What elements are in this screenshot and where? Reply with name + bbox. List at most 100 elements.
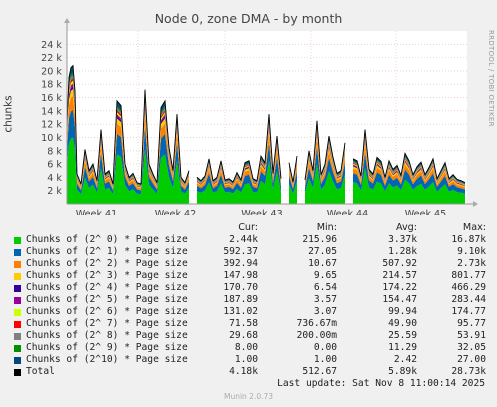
legend-value-min: 200.00m bbox=[296, 330, 337, 341]
legend-value-max: 53.91 bbox=[457, 330, 486, 341]
legend-value-cur: 170.70 bbox=[223, 282, 258, 293]
series-area-path bbox=[67, 137, 189, 204]
series-area bbox=[67, 109, 465, 195]
series-area-path bbox=[67, 96, 189, 191]
y-tick-label: 22 k bbox=[41, 53, 62, 64]
legend-value-min: 3.57 bbox=[313, 294, 337, 305]
legend-series-name: Chunks of (2^10) * Page size bbox=[26, 354, 188, 365]
series-area-path bbox=[305, 131, 345, 184]
legend-swatch bbox=[14, 357, 21, 364]
legend-swatch bbox=[14, 345, 21, 352]
y-tick-label: 2 k bbox=[47, 186, 62, 197]
legend-series-name: Total bbox=[26, 366, 55, 377]
legend-value-avg: 99.94 bbox=[388, 306, 417, 317]
x-tick-label: Week 44 bbox=[327, 209, 369, 215]
legend-swatch bbox=[14, 369, 21, 376]
legend-swatch bbox=[14, 273, 21, 280]
series-area-path bbox=[305, 139, 345, 188]
legend-value-cur: 1.00 bbox=[234, 354, 258, 365]
legend-swatch bbox=[14, 285, 21, 292]
series-area-path bbox=[305, 135, 345, 186]
legend-value-cur: 147.98 bbox=[223, 270, 258, 281]
legend-series-name: Chunks of (2^ 3) * Page size bbox=[26, 270, 188, 281]
series-area-path bbox=[197, 133, 281, 190]
y-axis-arrow bbox=[64, 18, 70, 23]
legend-series-name: Chunks of (2^ 4) * Page size bbox=[26, 282, 188, 293]
legend-value-max: 466.29 bbox=[451, 282, 486, 293]
legend-value-max: 32.05 bbox=[457, 342, 486, 353]
legend-value-max: 28.73k bbox=[451, 366, 486, 377]
header-avg: Avg: bbox=[395, 222, 417, 233]
legend-value-min: 215.96 bbox=[302, 234, 337, 245]
y-tick-label: 20 k bbox=[41, 66, 62, 77]
y-tick-label: 10 k bbox=[41, 133, 62, 144]
y-tick-label: 12 k bbox=[41, 120, 62, 131]
y-tick-label: 18 k bbox=[41, 80, 62, 91]
legend-value-cur: 592.37 bbox=[223, 246, 258, 257]
legend-swatch bbox=[14, 237, 21, 244]
legend-series-name: Chunks of (2^ 1) * Page size bbox=[26, 246, 188, 257]
series-area-path bbox=[197, 160, 281, 204]
legend-value-min: 6.54 bbox=[313, 282, 337, 293]
legend-value-cur: 4.18k bbox=[229, 366, 258, 377]
header-max: Max: bbox=[462, 222, 486, 233]
legend-value-min: 3.07 bbox=[313, 306, 337, 317]
legend-value-min: 736.67m bbox=[296, 318, 337, 329]
series-area-path bbox=[353, 153, 465, 194]
header-min: Min: bbox=[316, 222, 337, 233]
legend-series-name: Chunks of (2^ 0) * Page size bbox=[26, 234, 188, 245]
legend-value-avg: 214.57 bbox=[382, 270, 417, 281]
series-area-path bbox=[305, 128, 345, 183]
legend-value-avg: 2.42 bbox=[393, 354, 417, 365]
legend-swatch bbox=[14, 261, 21, 268]
x-tick-label: Week 43 bbox=[241, 209, 283, 215]
x-tick-label: Week 41 bbox=[76, 209, 118, 215]
series-area-path bbox=[305, 164, 345, 204]
series-area-path bbox=[305, 126, 345, 183]
plot-area: 2 k 4 k 6 k 8 k 10 k 12 k 14 k 16 k 18 k 20 k 22 k… bbox=[41, 18, 478, 215]
legend-swatch bbox=[14, 321, 21, 328]
legend-value-cur: 392.94 bbox=[223, 258, 258, 269]
series-area-path bbox=[353, 168, 465, 204]
series-area-path bbox=[305, 130, 345, 184]
legend-value-max: 27.00 bbox=[457, 354, 486, 365]
legend-value-max: 9.10k bbox=[457, 246, 486, 257]
series-area-path bbox=[305, 133, 345, 185]
legend-value-avg: 3.37k bbox=[388, 234, 417, 245]
y-tick-label: 8 k bbox=[47, 146, 62, 157]
legend-value-avg: 5.89k bbox=[388, 366, 417, 377]
series-area-path bbox=[289, 171, 297, 194]
legend-value-min: 512.67 bbox=[302, 366, 337, 377]
series-area-path bbox=[289, 181, 297, 204]
legend-value-min: 9.65 bbox=[313, 270, 337, 281]
legend-series-name: Chunks of (2^ 7) * Page size bbox=[26, 318, 188, 329]
chart-title: Node 0, zone DMA - by month bbox=[154, 11, 343, 26]
series-area bbox=[67, 89, 465, 189]
legend-swatch bbox=[14, 249, 21, 256]
series-area-path bbox=[305, 147, 345, 193]
legend-value-max: 16.87k bbox=[451, 234, 486, 245]
legend-value-avg: 174.22 bbox=[382, 282, 417, 293]
legend-value-cur: 8.00 bbox=[234, 342, 258, 353]
legend-value-cur: 2.44k bbox=[229, 234, 258, 245]
legend-value-avg: 11.29 bbox=[388, 342, 417, 353]
series-area-path bbox=[289, 166, 297, 190]
series-area bbox=[67, 137, 465, 204]
x-tick-label: Week 42 bbox=[155, 209, 197, 215]
legend-value-max: 95.77 bbox=[457, 318, 486, 329]
series-area-path bbox=[67, 89, 189, 189]
legend-swatch bbox=[14, 309, 21, 316]
series-area-path bbox=[67, 109, 189, 195]
legend-value-avg: 49.90 bbox=[388, 318, 417, 329]
legend-swatch bbox=[14, 333, 21, 340]
legend-value-cur: 71.58 bbox=[229, 318, 258, 329]
legend-value-cur: 131.02 bbox=[223, 306, 258, 317]
y-tick-label: 4 k bbox=[47, 173, 62, 184]
legend-value-avg: 1.28k bbox=[388, 246, 417, 257]
legend-value-min: 0.00 bbox=[313, 342, 337, 353]
legend-value-avg: 25.59 bbox=[388, 330, 417, 341]
y-tick-label: 6 k bbox=[47, 160, 62, 171]
legend-series-name: Chunks of (2^ 2) * Page size bbox=[26, 258, 188, 269]
legend-swatch bbox=[14, 297, 21, 304]
